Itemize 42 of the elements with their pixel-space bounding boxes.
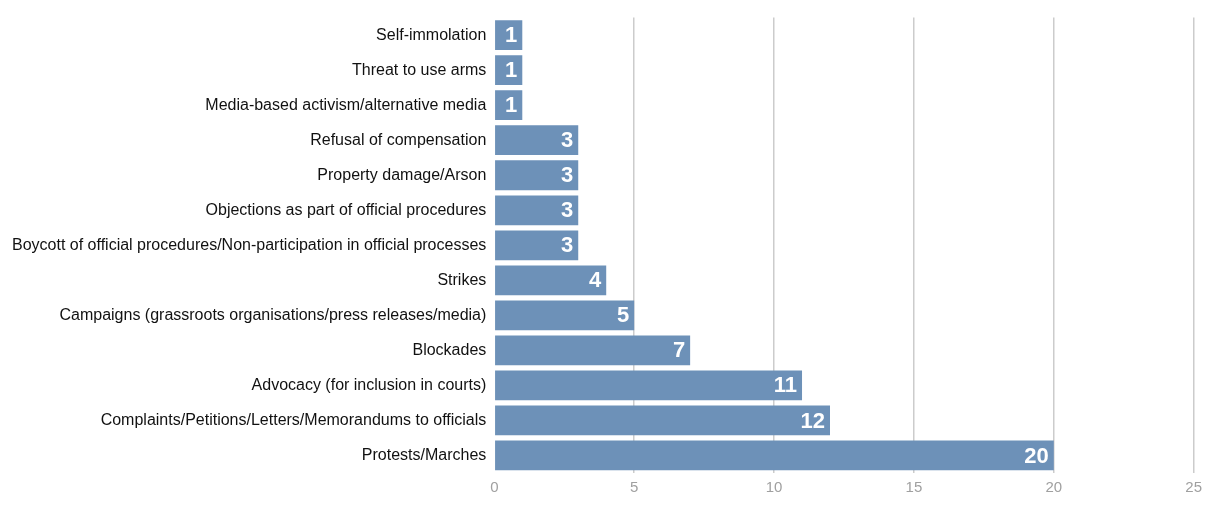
x-tick-label: 25 bbox=[1185, 478, 1202, 496]
y-tick-label: Self-immolation bbox=[376, 25, 487, 43]
y-tick-label: Campaigns (grassroots organisations/press releases/media) bbox=[59, 305, 487, 323]
x-tick-label: 5 bbox=[630, 478, 639, 496]
x-tick-label: 20 bbox=[1045, 478, 1063, 496]
y-tick-label: Protests/Marches bbox=[361, 445, 487, 463]
data-label: 7 bbox=[672, 337, 686, 363]
bar bbox=[495, 440, 1054, 471]
x-tick-label: 0 bbox=[490, 478, 499, 496]
y-tick-label: Property damage/Arson bbox=[317, 165, 487, 183]
bar bbox=[495, 300, 635, 331]
data-label: 3 bbox=[560, 162, 574, 188]
data-label: 3 bbox=[560, 127, 574, 153]
y-tick-label: Blockades bbox=[412, 340, 487, 358]
data-label: 3 bbox=[560, 197, 574, 223]
x-tick-label: 15 bbox=[905, 478, 923, 496]
y-tick-label: Refusal of compensation bbox=[310, 130, 487, 148]
bar bbox=[495, 195, 579, 226]
bar bbox=[495, 370, 803, 401]
data-label: 3 bbox=[560, 232, 574, 258]
data-label: 5 bbox=[616, 302, 630, 328]
x-tick-label: 10 bbox=[765, 478, 783, 496]
data-label: 20 bbox=[1024, 442, 1049, 468]
y-tick-label: Objections as part of official procedures bbox=[205, 200, 487, 218]
data-label: 12 bbox=[800, 407, 825, 433]
y-tick-label: Boycott of official procedures/Non-participation in official processes bbox=[11, 235, 487, 253]
bar bbox=[495, 125, 579, 156]
y-tick-label: Media-based activism/alternative media bbox=[205, 95, 487, 113]
data-label: 4 bbox=[588, 267, 602, 293]
bar bbox=[495, 230, 579, 261]
y-tick-label: Strikes bbox=[437, 270, 487, 288]
data-label: 11 bbox=[773, 372, 798, 398]
y-tick-label: Threat to use arms bbox=[352, 60, 487, 78]
bar bbox=[495, 265, 607, 296]
bar bbox=[495, 335, 691, 366]
bar bbox=[495, 160, 579, 191]
y-tick-label: Complaints/Petitions/Letters/Memorandums to officials bbox=[100, 410, 487, 428]
data-label: 1 bbox=[505, 92, 518, 118]
data-label: 1 bbox=[505, 22, 518, 48]
data-label: 1 bbox=[505, 57, 518, 83]
bar bbox=[495, 405, 830, 436]
y-tick-label: Advocacy (for inclusion in courts) bbox=[251, 375, 487, 393]
